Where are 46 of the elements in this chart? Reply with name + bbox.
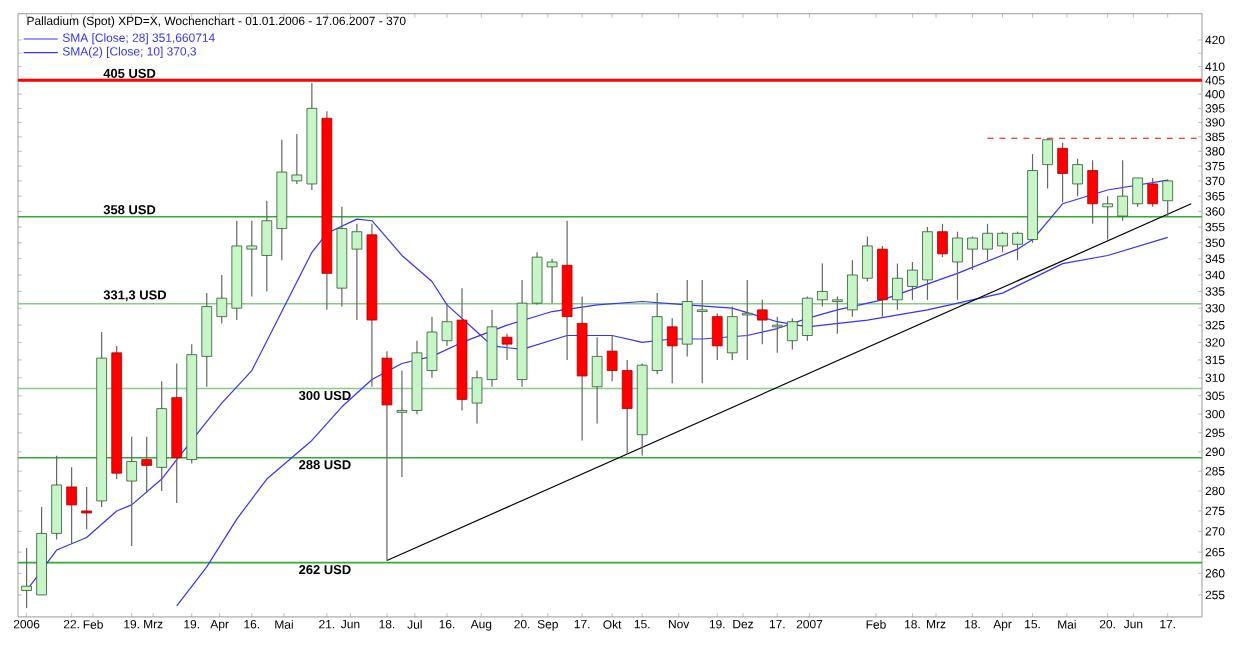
candlestick <box>381 350 393 562</box>
candlestick <box>1042 137 1053 190</box>
candlestick <box>621 359 633 455</box>
candlestick <box>817 262 828 308</box>
candlestick <box>1102 195 1113 241</box>
candlestick <box>546 258 558 304</box>
candlestick <box>726 305 738 361</box>
candlestick <box>892 262 903 311</box>
candlestick <box>1087 159 1098 225</box>
candlestick <box>756 299 768 345</box>
candlestick <box>126 436 138 547</box>
candlestick <box>666 317 678 384</box>
candlestick <box>862 235 873 283</box>
candlestick <box>1147 177 1159 208</box>
candlestick <box>1162 178 1174 217</box>
candlestick <box>1057 142 1068 203</box>
candlestick <box>696 279 708 384</box>
candlestick <box>606 334 618 382</box>
candlestick <box>786 317 798 351</box>
candlestick <box>591 336 603 425</box>
candlestick <box>1117 159 1128 222</box>
candlestick <box>351 223 363 321</box>
candlestick <box>246 220 258 297</box>
candlestick <box>216 274 228 325</box>
candlestick <box>141 436 153 494</box>
candlestick <box>907 261 918 301</box>
candlestick <box>681 279 693 357</box>
candlestick <box>291 133 303 185</box>
candlestick <box>261 200 273 293</box>
candlestick <box>711 312 723 361</box>
candlestick <box>501 333 513 361</box>
candlestick <box>1012 231 1023 261</box>
candlestick <box>1132 177 1143 208</box>
candlestick <box>982 223 993 261</box>
candlestick <box>1072 158 1083 197</box>
candlestick <box>802 295 813 342</box>
candlestick <box>81 486 92 530</box>
candlestick <box>997 231 1008 253</box>
candlestick <box>66 466 77 545</box>
candlestick <box>967 235 978 271</box>
candlestick <box>847 259 858 318</box>
candlestick <box>832 295 843 335</box>
candlestick <box>741 279 753 361</box>
candlestick <box>937 223 948 258</box>
candlestick <box>952 231 963 301</box>
candlestick <box>771 316 783 354</box>
